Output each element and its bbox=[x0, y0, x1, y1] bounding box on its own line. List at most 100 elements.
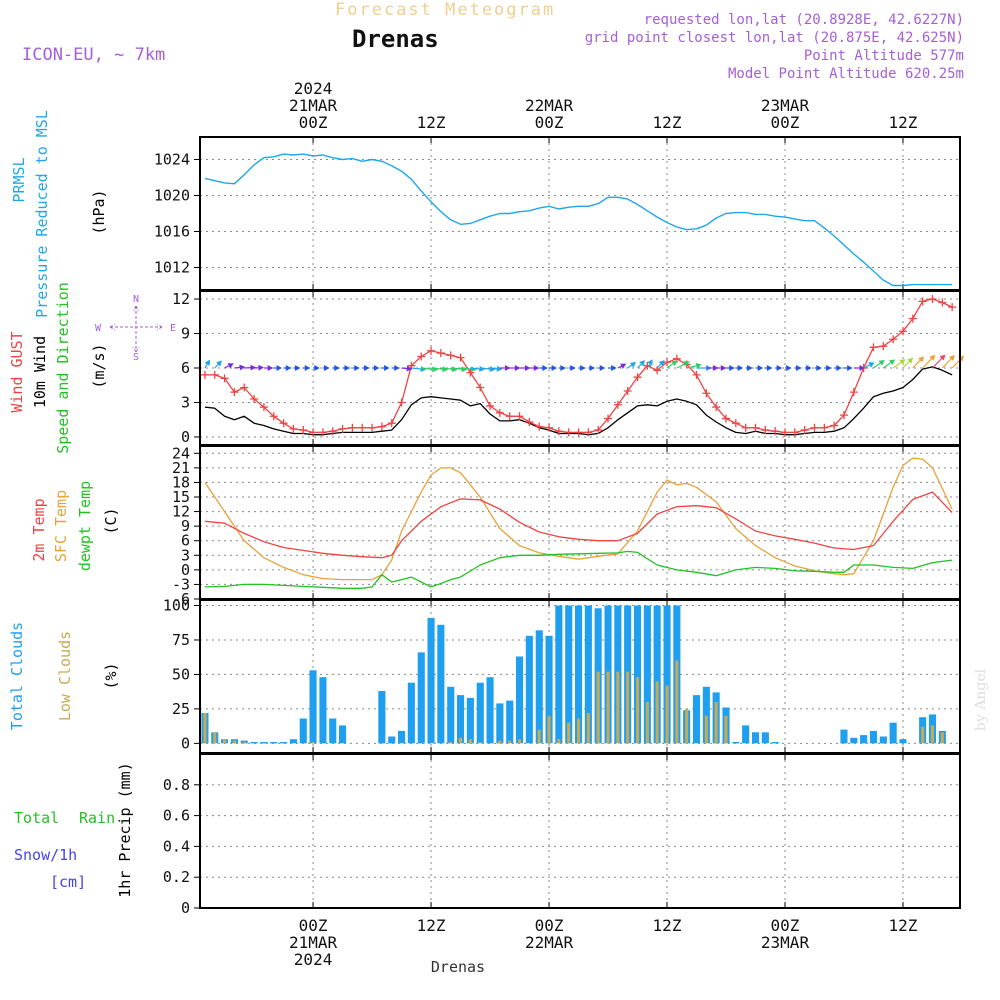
wind-arrow bbox=[204, 359, 211, 369]
low-clouds-bar bbox=[596, 671, 600, 744]
total-clouds-bar bbox=[427, 617, 435, 744]
low-clouds-bar bbox=[645, 702, 649, 744]
total-clouds-bar bbox=[329, 718, 337, 744]
wind-arrow-head bbox=[599, 365, 606, 371]
total-clouds-bar bbox=[584, 605, 592, 744]
wind-arrow bbox=[716, 365, 727, 371]
gust-marker bbox=[574, 428, 583, 437]
wind-10m-label: 10m Wind bbox=[31, 336, 49, 408]
precip-snow-label: Snow/1h bbox=[14, 846, 77, 864]
low-clouds-bar bbox=[537, 729, 541, 744]
point-altitude: Point Altitude 577m bbox=[804, 48, 964, 64]
wind-arrow bbox=[941, 355, 955, 369]
wind-arrow-head bbox=[542, 365, 548, 371]
total-clouds-bar bbox=[555, 605, 563, 744]
precip-snow-unit: [cm] bbox=[50, 873, 86, 891]
time-label: 12Z bbox=[417, 113, 446, 132]
gust-marker bbox=[377, 422, 386, 431]
total-clouds-bar bbox=[643, 605, 651, 744]
time-label: 2024 bbox=[294, 950, 333, 969]
low-clouds-bar bbox=[557, 739, 561, 744]
y-tick-label: 0 bbox=[181, 561, 190, 579]
total-clouds-bar bbox=[457, 695, 465, 744]
wind-arrow bbox=[843, 365, 853, 371]
gust-marker bbox=[751, 423, 760, 432]
total-clouds-bar bbox=[280, 742, 288, 744]
y-tick-label: 0 bbox=[181, 899, 190, 917]
gust-marker bbox=[240, 383, 249, 392]
pressure-labels: PRMSL Pressure Reduced to MSL (hPa) bbox=[10, 110, 108, 318]
gust-marker bbox=[309, 428, 318, 437]
gust-marker bbox=[623, 386, 632, 395]
gust-marker bbox=[466, 368, 475, 377]
gust-marker bbox=[476, 383, 485, 392]
total-clouds-bar bbox=[496, 703, 504, 744]
gust-marker bbox=[250, 395, 259, 404]
wind-arrow bbox=[313, 365, 320, 371]
wind-arrow bbox=[519, 365, 531, 371]
wind-arrow bbox=[912, 356, 925, 369]
time-label: 22MAR bbox=[525, 96, 574, 115]
wind-arrow-head bbox=[323, 365, 330, 371]
wind-arrow bbox=[784, 365, 792, 371]
gust-marker bbox=[387, 419, 396, 428]
gust-marker bbox=[289, 424, 298, 433]
pressure-line bbox=[204, 153, 953, 287]
total-clouds-bar bbox=[535, 630, 543, 744]
total-clouds-bar bbox=[270, 742, 278, 744]
total-clouds-bar bbox=[437, 624, 445, 744]
wind-arrow-head bbox=[470, 366, 477, 372]
low-clouds-bar bbox=[518, 739, 522, 744]
time-label: 12Z bbox=[889, 916, 918, 935]
gust-marker bbox=[820, 423, 829, 432]
y-tick-label: 12 bbox=[172, 290, 190, 308]
low-clouds-bar bbox=[213, 732, 217, 744]
total-clouds-bar bbox=[771, 742, 779, 744]
total-clouds-bar bbox=[299, 718, 307, 744]
wind-arrow-head bbox=[939, 354, 946, 361]
time-label: 22MAR bbox=[525, 933, 574, 952]
wind-arrow-head bbox=[899, 359, 906, 365]
total-clouds-bar bbox=[250, 742, 258, 744]
wind-arrow bbox=[499, 365, 511, 371]
wind-arrow bbox=[676, 361, 690, 369]
gust-marker bbox=[436, 349, 445, 358]
low-clouds-bar bbox=[586, 713, 590, 744]
time-label: 00Z bbox=[535, 113, 564, 132]
total-clouds-bar bbox=[850, 737, 858, 744]
wind-arrow-head bbox=[496, 365, 503, 372]
total-clouds-bar bbox=[565, 605, 573, 744]
time-label: 2024 bbox=[294, 79, 333, 98]
y-tick-label: 1024 bbox=[154, 151, 190, 169]
pressure-unit-label: (hPa) bbox=[90, 189, 108, 234]
wind-arrow-head bbox=[294, 365, 301, 371]
wind-arrow bbox=[322, 365, 330, 371]
wind-arrow-head bbox=[846, 365, 853, 371]
total-clouds-bar bbox=[693, 695, 701, 744]
wind-arrow bbox=[755, 365, 764, 371]
total-clouds-bar bbox=[840, 729, 848, 744]
model-label: ICON-EU, ~ 7km bbox=[22, 45, 165, 65]
wind-arrow bbox=[509, 365, 521, 371]
wind-arrow-head bbox=[489, 366, 496, 372]
time-label: 00Z bbox=[535, 916, 564, 935]
wind-arrow-head bbox=[695, 363, 702, 369]
gust-marker bbox=[702, 389, 711, 398]
gust-marker bbox=[446, 351, 455, 360]
gust-marker bbox=[259, 403, 268, 412]
wind-arrow-head bbox=[560, 365, 566, 371]
wind-arrow bbox=[863, 362, 875, 369]
precip-panel: 0 0.2 0.4 0.6 0.8 bbox=[163, 753, 961, 917]
wind-arrow bbox=[254, 364, 264, 371]
gust-marker bbox=[731, 419, 740, 428]
wind-arrow bbox=[834, 365, 842, 371]
precip-total-label: Total bbox=[14, 809, 59, 827]
wind-arrow bbox=[372, 365, 380, 371]
wind-arrow bbox=[775, 365, 783, 371]
wind-arrow-head bbox=[589, 365, 596, 371]
wind-arrow-head bbox=[737, 365, 744, 371]
wind-arrow-head bbox=[907, 357, 914, 364]
wind-arrow bbox=[332, 365, 340, 371]
low-clouds-bar bbox=[498, 740, 502, 744]
gust-marker bbox=[299, 426, 308, 435]
